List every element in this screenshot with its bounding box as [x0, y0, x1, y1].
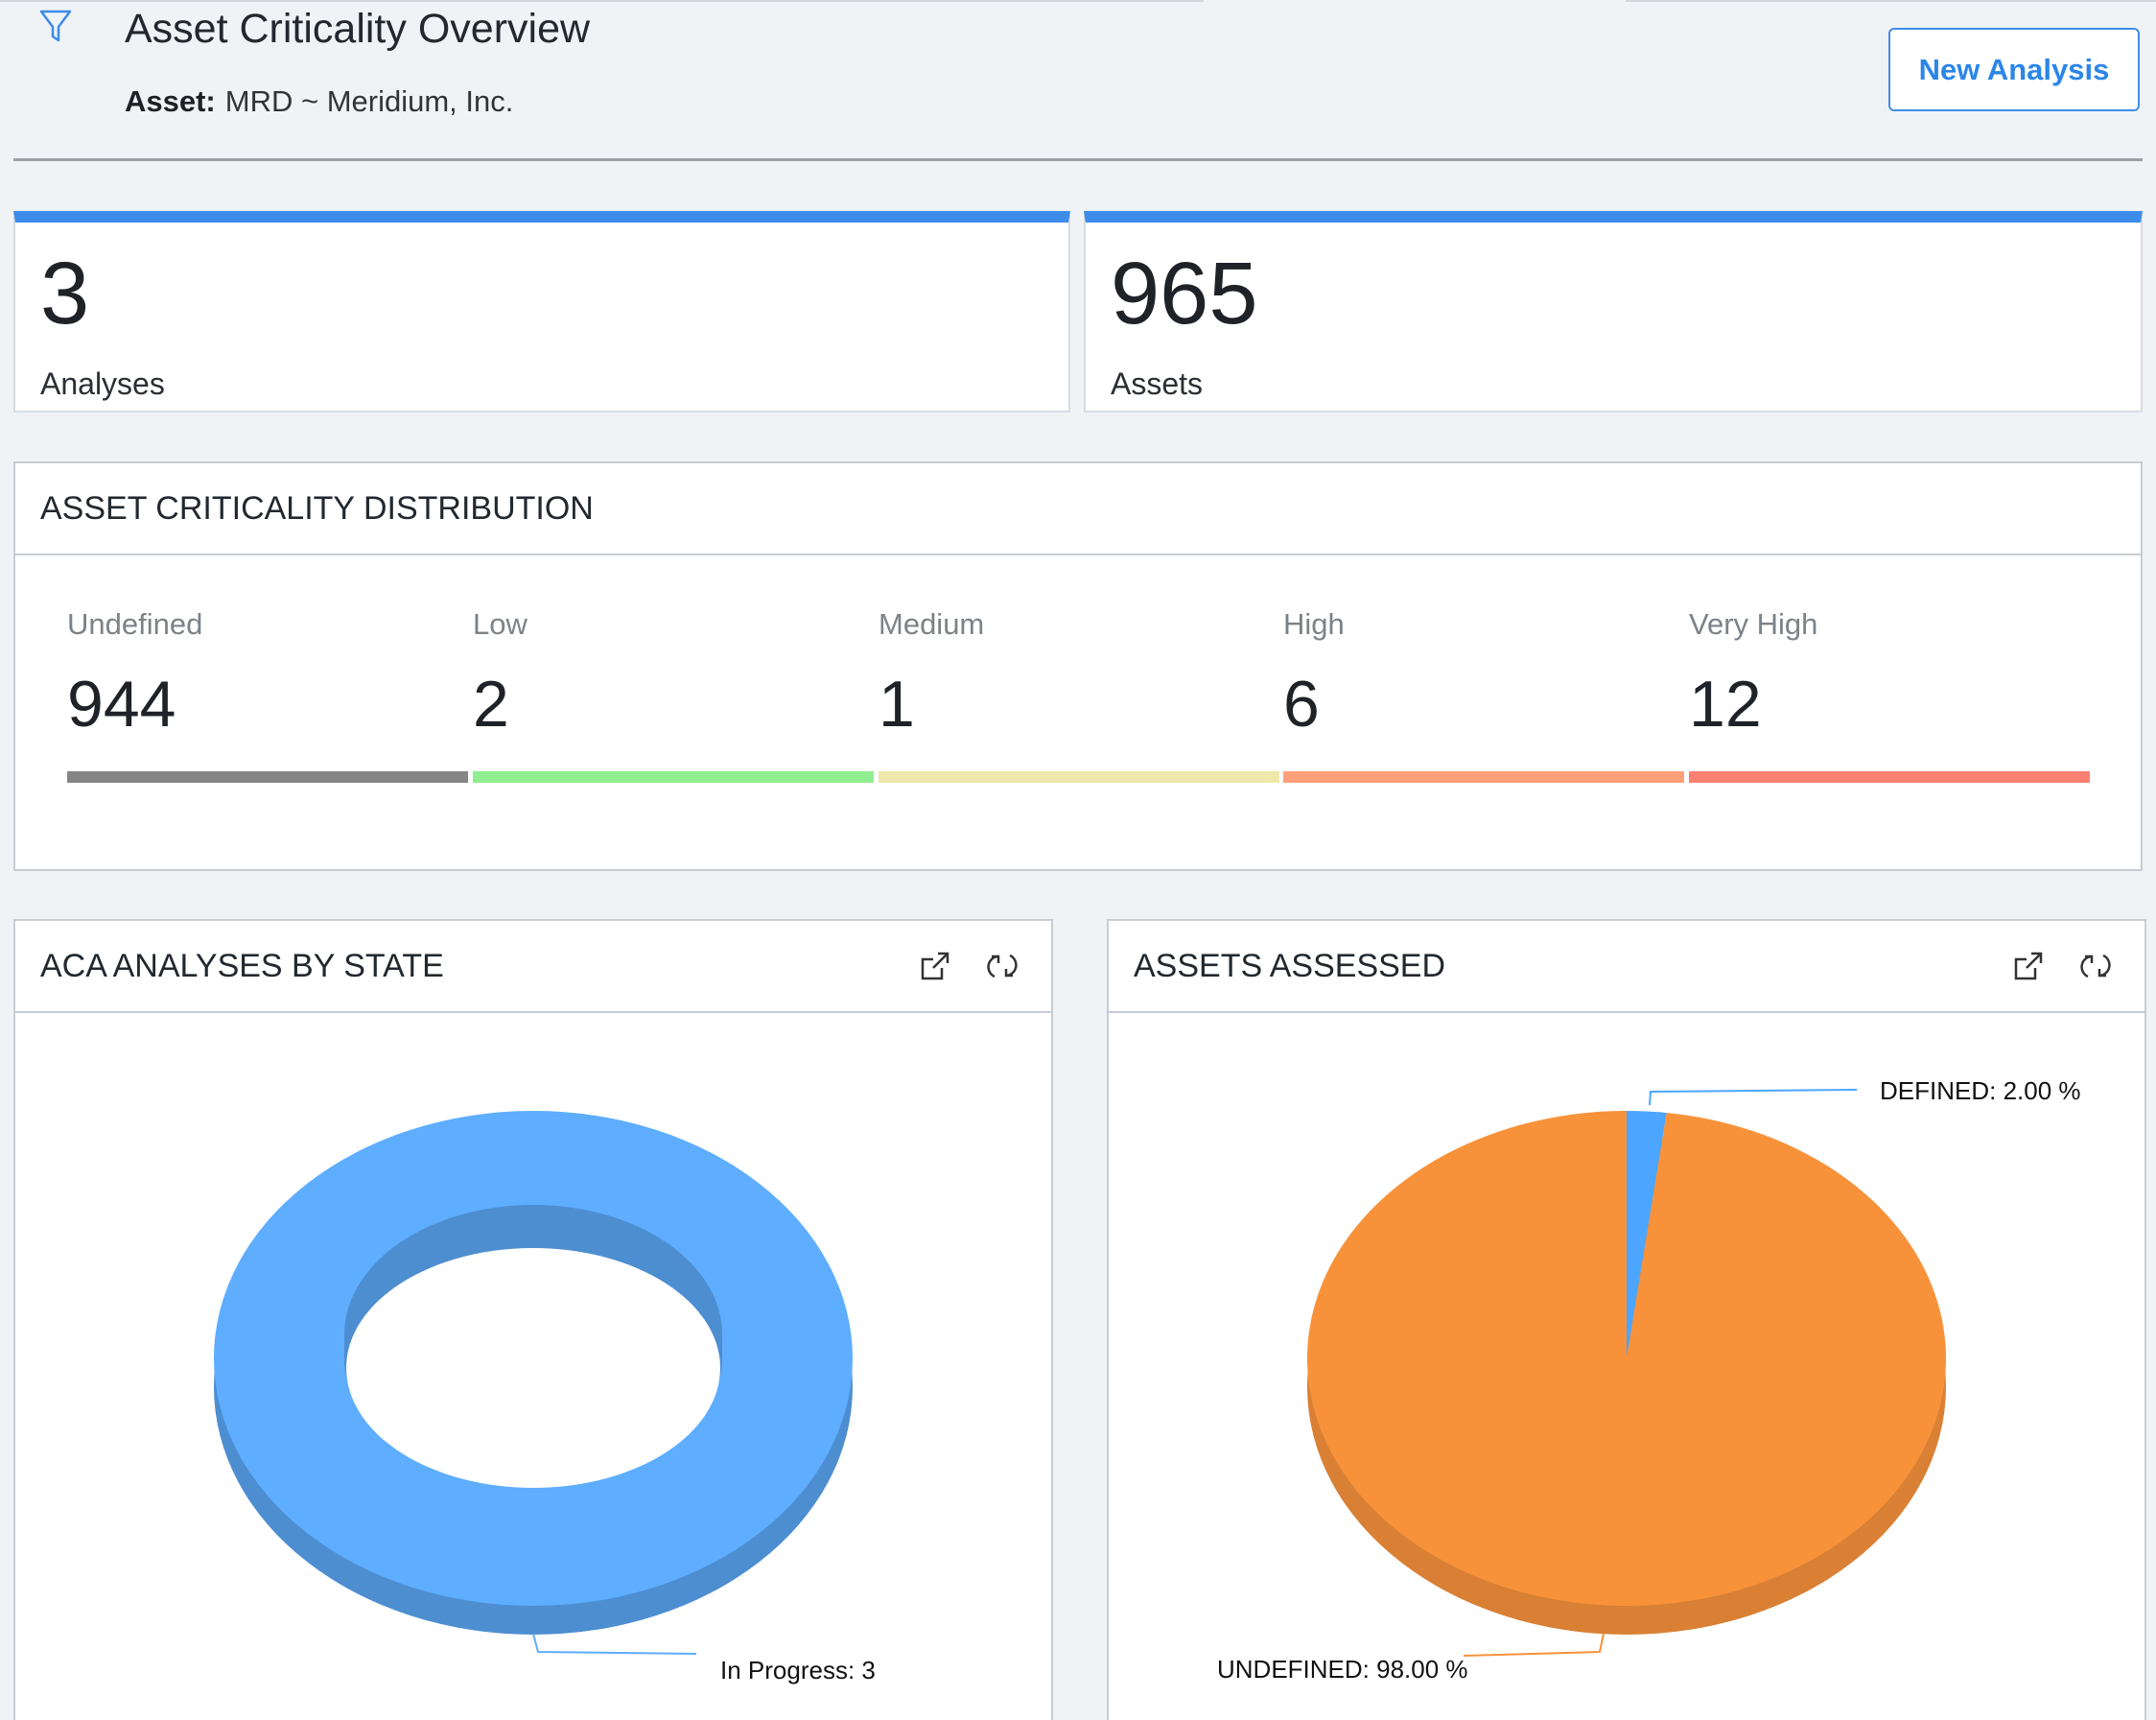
kpi-caption: Assets	[1111, 366, 1204, 401]
kpi-card-assets[interactable]: 965 Assets	[1084, 211, 2143, 412]
panel-header: ASSET CRITICALITY DISTRIBUTION	[15, 463, 2141, 555]
dist-label: Undefined	[67, 607, 203, 641]
filter-icon[interactable]	[38, 8, 73, 46]
dist-bar-undefined	[67, 771, 468, 783]
dist-bar-low	[473, 771, 874, 783]
top-rule	[1626, 0, 2156, 2]
label-leader-line-undefined	[1463, 1633, 1605, 1657]
panel-title: ACA ANALYSES BY STATE	[40, 948, 444, 984]
panel-title: ASSET CRITICALITY DISTRIBUTION	[40, 490, 594, 527]
data-label-defined: DEFINED: 2.00 %	[1880, 1076, 2081, 1105]
kpi-value: 3	[40, 245, 90, 342]
dist-value: 6	[1283, 668, 1320, 741]
dist-bar-high	[1283, 771, 1684, 783]
pie-slice-defined[interactable]	[1627, 1111, 1667, 1358]
donut-chart: In Progress: 3	[214, 1111, 876, 1685]
dist-value: 2	[473, 668, 509, 741]
top-rule	[0, 0, 1204, 2]
label-leader-line-defined	[1649, 1089, 1858, 1106]
data-label-in-progress: In Progress: 3	[720, 1656, 876, 1685]
dist-label: High	[1283, 607, 1345, 641]
donut-top	[214, 1111, 853, 1606]
refresh-icon[interactable]	[2077, 948, 2114, 984]
donut-hole	[346, 1248, 720, 1488]
dist-bar-very-high	[1689, 771, 2090, 783]
dist-label: Medium	[879, 607, 985, 641]
panel-header: ACA ANALYSES BY STATE	[15, 921, 1051, 1013]
asset-value: MRD ~ Meridium, Inc.	[224, 84, 514, 118]
donut-slice-in-progress[interactable]	[214, 1111, 853, 1635]
donut-inner-wall	[344, 1205, 722, 1363]
dist-label: Very High	[1689, 607, 1818, 641]
kpi-value: 965	[1111, 245, 1258, 342]
refresh-icon[interactable]	[984, 948, 1020, 984]
pie-chart: DEFINED: 2.00 % UNDEFINED: 98.00 %	[1217, 1076, 2081, 1684]
new-analysis-button[interactable]: New Analysis	[1888, 28, 2140, 111]
panel-header: ASSETS ASSESSED	[1109, 921, 2144, 1013]
header-divider	[13, 158, 2143, 161]
dist-value: 944	[67, 668, 176, 741]
kpi-caption: Analyses	[40, 366, 165, 401]
asset-label: Asset:	[125, 84, 216, 118]
panel-title: ASSETS ASSESSED	[1134, 948, 1446, 984]
criticality-distribution-panel: ASSET CRITICALITY DISTRIBUTION Undefined…	[13, 461, 2143, 871]
assets-assessed-panel: ASSETS ASSESSED DEFINED: 2.00 % UNDEFINE…	[1107, 919, 2146, 1720]
dist-label: Low	[473, 607, 527, 641]
label-leader-line	[532, 1633, 697, 1655]
asset-line: Asset: MRD ~ Meridium, Inc.	[125, 84, 513, 119]
pie-slice-undefined[interactable]	[1307, 1111, 1946, 1606]
analyses-by-state-panel: ACA ANALYSES BY STATE In Progress: 3	[13, 919, 1053, 1720]
dist-value: 1	[879, 668, 915, 741]
external-link-icon[interactable]	[2010, 948, 2047, 984]
kpi-card-analyses[interactable]: 3 Analyses	[13, 211, 1070, 412]
page-title: Asset Criticality Overview	[125, 6, 591, 52]
dist-value: 12	[1689, 668, 1762, 741]
dist-bar-medium	[879, 771, 1279, 783]
external-link-icon[interactable]	[917, 948, 953, 984]
data-label-undefined: UNDEFINED: 98.00 %	[1217, 1655, 1468, 1684]
